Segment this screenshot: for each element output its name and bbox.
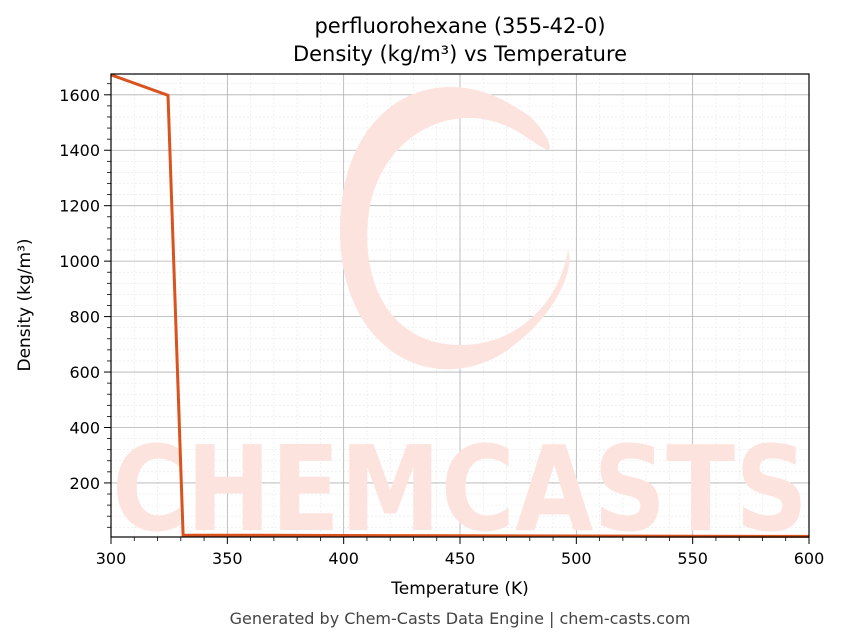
y-tick-label: 800 <box>69 308 100 327</box>
x-tick-label: 500 <box>561 549 592 568</box>
x-tick-label: 550 <box>677 549 708 568</box>
x-tick-label: 300 <box>96 549 127 568</box>
y-tick-label: 400 <box>69 418 100 437</box>
x-tick-label: 600 <box>794 549 825 568</box>
y-tick-label: 1400 <box>59 141 100 160</box>
x-tick-label: 450 <box>445 549 476 568</box>
x-tick-label: 350 <box>212 549 243 568</box>
x-axis-label: Temperature (K) <box>390 579 529 599</box>
x-axis-ticks: 300 350 400 450 500 550 600 <box>96 537 825 568</box>
y-tick-label: 1600 <box>59 86 100 105</box>
plot-area: CHEMCASTS <box>110 73 810 558</box>
y-tick-label: 1000 <box>59 252 100 271</box>
density-series-line <box>110 73 810 538</box>
y-tick-label: 1200 <box>59 197 100 216</box>
footer-credit: Generated by Chem-Casts Data Engine | ch… <box>230 609 691 628</box>
x-tick-label: 400 <box>328 549 359 568</box>
y-axis-label: Density (kg/m³) <box>15 238 35 371</box>
chart-subtitle: Density (kg/m³) vs Temperature <box>293 42 627 66</box>
major-grid <box>110 74 810 537</box>
y-tick-label: 200 <box>69 474 100 493</box>
chart-title: perfluorohexane (355-42-0) <box>314 14 605 38</box>
y-axis-ticks: 200 400 600 800 1000 1200 1400 1600 <box>59 83 111 528</box>
y-tick-label: 600 <box>69 363 100 382</box>
